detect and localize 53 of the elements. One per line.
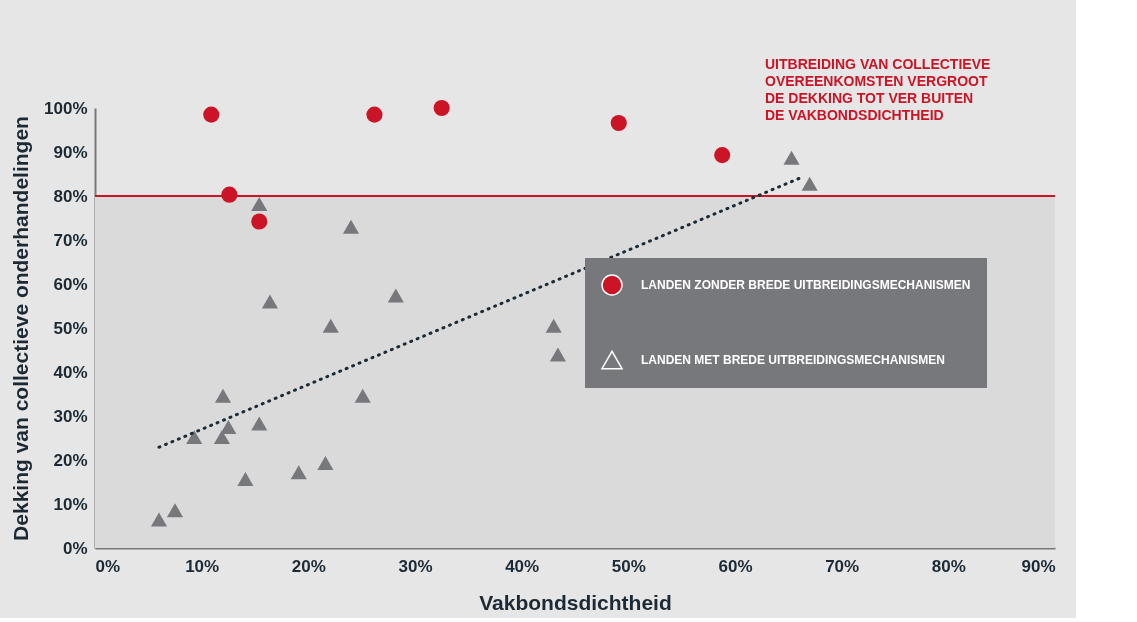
point (290, 465, 307, 480)
y-axis-title: Dekking van collectieve onderhandelingen (9, 116, 33, 541)
x-tick-label: 50% (611, 556, 646, 576)
x-tick-label: 60% (718, 556, 753, 576)
point (251, 196, 268, 211)
point (237, 471, 254, 486)
point (366, 106, 383, 123)
annotation: UITBREIDING VAN COLLECTIEVE OVEREENKOMSTEN VERGROOT DE DEKKING TOT VER BUITEN DE VAKBONDSDICHTHEID (765, 56, 991, 123)
point (342, 219, 360, 234)
point (714, 147, 731, 164)
point (150, 512, 168, 527)
point (549, 347, 566, 362)
y-tick-label: 90% (53, 142, 88, 162)
x-tick-label: 0% (95, 556, 121, 576)
x-tick-label: 10% (185, 556, 220, 576)
x-axis-title: Vakbondsdichtheid (479, 590, 672, 614)
y-tick-label: 40% (53, 362, 88, 382)
point (186, 430, 203, 445)
y-tick-label: 20% (53, 450, 88, 470)
point (801, 176, 818, 191)
point (221, 186, 238, 203)
x-tick-label: 30% (398, 556, 433, 576)
y-tick-label: 70% (53, 230, 88, 250)
legend-label: LANDEN ZONDER BREDE UITBREIDINGSMECHANISMEN (641, 278, 971, 292)
point (354, 388, 371, 403)
point (214, 388, 232, 403)
y-tick-label: 50% (53, 318, 88, 338)
x-tick-label: 90% (1021, 556, 1056, 576)
y-tick-label: 30% (53, 406, 88, 426)
point (317, 456, 334, 471)
point (610, 114, 627, 132)
y-tick-label: 10% (53, 494, 88, 514)
point (251, 213, 268, 230)
legend-label: LANDEN MET BREDE UITBREIDINGSMECHANISMEN (641, 353, 946, 367)
point (387, 288, 404, 303)
point (261, 294, 278, 309)
y-tick-label: 60% (53, 274, 88, 294)
point (783, 150, 800, 165)
x-tick-label: 20% (291, 556, 326, 576)
x-tick-label: 40% (505, 556, 540, 576)
point (213, 430, 230, 445)
y-tick-label: 100% (44, 98, 88, 118)
point (220, 420, 237, 434)
point (545, 318, 562, 333)
point (251, 416, 268, 431)
y-tick-label: 0% (62, 538, 88, 558)
point (322, 318, 339, 333)
point (203, 106, 220, 123)
y-tick-label: 80% (53, 186, 88, 206)
x-tick-label: 70% (825, 556, 860, 576)
x-tick-label: 80% (931, 556, 966, 576)
point (166, 503, 184, 518)
point (433, 99, 450, 117)
